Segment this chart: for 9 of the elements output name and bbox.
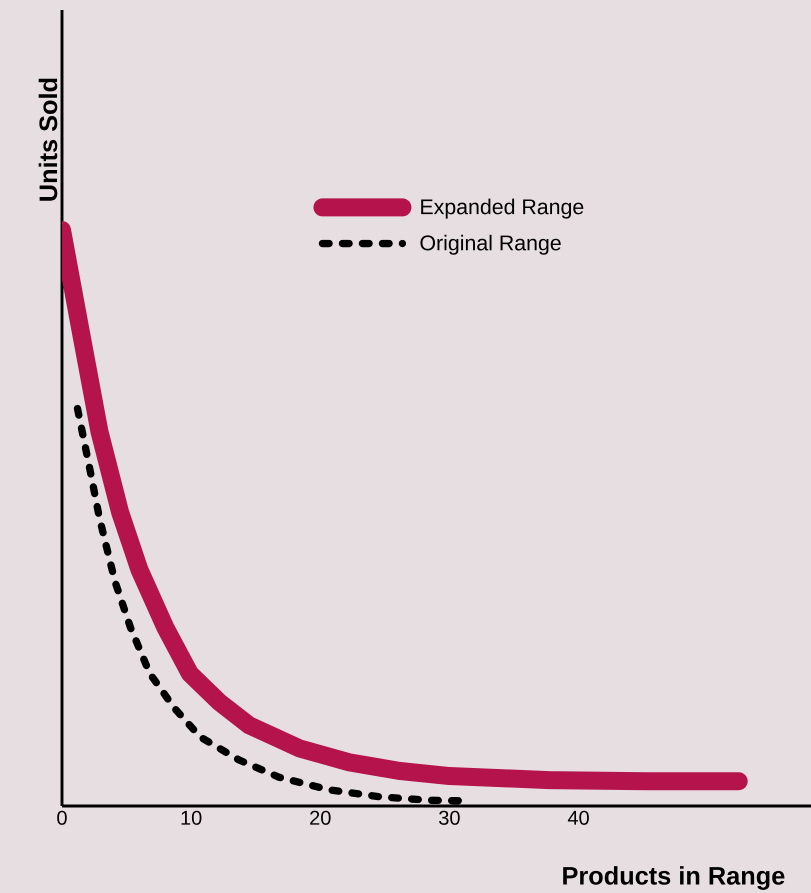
y-axis-title: Units Sold [38,78,58,201]
x-tick-label: 10 [182,810,202,825]
x-tick-label: 30 [439,810,460,825]
legend-label: Original Range [420,234,561,255]
x-tick-label: 40 [568,810,589,825]
x-tick-label: 20 [310,810,331,825]
legend-label: Expanded Range [421,198,584,219]
x-axis-title: Products in Range [563,866,784,890]
x-tick-label: 0 [57,810,67,825]
